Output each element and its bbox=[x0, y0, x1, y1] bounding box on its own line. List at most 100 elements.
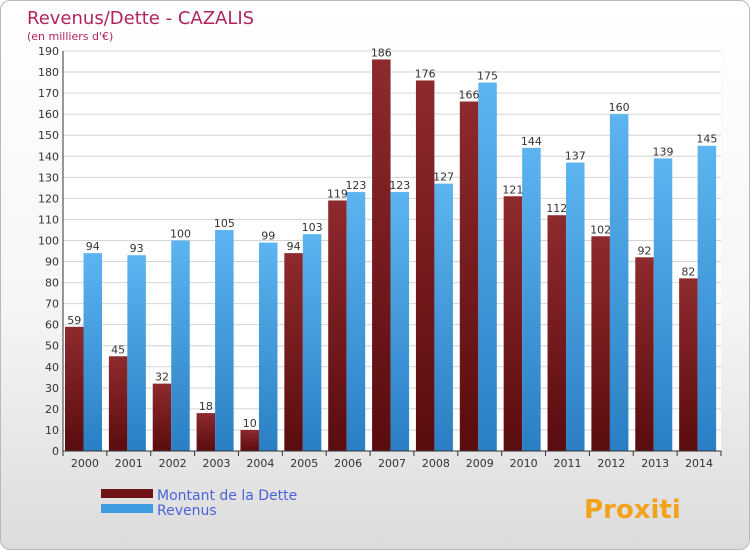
data-label-dette: 186 bbox=[371, 46, 392, 59]
data-label-revenus: 93 bbox=[130, 242, 144, 255]
data-label-revenus: 144 bbox=[521, 135, 542, 148]
y-tick-label: 0 bbox=[52, 445, 59, 458]
legend-swatch-debt bbox=[101, 489, 153, 498]
y-tick-label: 10 bbox=[45, 424, 59, 437]
x-tick-label: 2011 bbox=[553, 457, 581, 470]
data-label-dette: 82 bbox=[681, 265, 695, 278]
logo-text: Proxiti bbox=[584, 495, 681, 525]
bar-revenus bbox=[609, 114, 629, 451]
x-tick-label: 2007 bbox=[378, 457, 406, 470]
data-labels: 5994459332100181051099941031191231861231… bbox=[67, 46, 717, 430]
x-tick-label: 2009 bbox=[466, 457, 494, 470]
bar-revenus bbox=[171, 240, 190, 451]
x-tick-label: 2004 bbox=[246, 457, 274, 470]
data-label-dette: 10 bbox=[243, 417, 257, 430]
legend-label-revenus: Revenus bbox=[157, 503, 217, 519]
bar-revenus bbox=[346, 192, 366, 452]
y-tick-label: 120 bbox=[38, 192, 59, 205]
data-label-revenus: 127 bbox=[433, 171, 454, 184]
x-tick-label: 2002 bbox=[159, 457, 187, 470]
y-tick-label: 20 bbox=[45, 403, 59, 416]
y-tick-label: 170 bbox=[38, 87, 59, 100]
y-tick-label: 130 bbox=[38, 171, 59, 184]
y-tick-label: 110 bbox=[38, 213, 59, 226]
data-label-revenus: 145 bbox=[696, 133, 717, 146]
bars bbox=[65, 59, 717, 452]
y-tick-label: 150 bbox=[38, 129, 59, 142]
data-label-revenus: 139 bbox=[653, 145, 674, 158]
bar-dette bbox=[240, 429, 259, 451]
x-tick-label: 2014 bbox=[685, 457, 713, 470]
axes: 0 10 20 30 40 50 60 70 80 90 100 110 120 130 140 150 160… bbox=[38, 45, 722, 470]
data-label-revenus: 123 bbox=[345, 179, 366, 192]
x-tick-label: 2001 bbox=[115, 457, 143, 470]
data-label-revenus: 94 bbox=[86, 240, 100, 253]
data-label-revenus: 123 bbox=[389, 179, 410, 192]
data-label-revenus: 137 bbox=[565, 150, 586, 163]
x-tick-label: 2013 bbox=[641, 457, 669, 470]
y-tick-label: 60 bbox=[45, 319, 59, 332]
y-tick-label: 140 bbox=[38, 150, 59, 163]
data-label-dette: 18 bbox=[199, 400, 213, 413]
data-label-revenus: 103 bbox=[302, 221, 323, 234]
legend-label-debt: Montant de la Dette bbox=[157, 488, 297, 504]
data-label-revenus: 100 bbox=[170, 227, 191, 240]
bar-revenus bbox=[215, 229, 234, 451]
data-label-revenus: 160 bbox=[609, 101, 630, 114]
bar-dette bbox=[196, 413, 216, 451]
y-tick-label: 160 bbox=[38, 108, 59, 121]
bar-dette bbox=[679, 278, 698, 451]
bar-dette bbox=[591, 236, 610, 451]
y-tick-label: 40 bbox=[45, 361, 59, 374]
bar-dette bbox=[415, 80, 435, 451]
bar-revenus bbox=[302, 234, 322, 451]
bar-dette bbox=[635, 257, 654, 451]
bar-revenus bbox=[127, 255, 146, 451]
y-tick-label: 50 bbox=[45, 340, 59, 353]
data-label-revenus: 175 bbox=[477, 70, 498, 83]
y-tick-label: 180 bbox=[38, 66, 59, 79]
y-tick-label: 80 bbox=[45, 277, 59, 290]
bar-revenus bbox=[522, 147, 541, 451]
data-label-dette: 119 bbox=[327, 187, 348, 200]
bar-revenus bbox=[83, 253, 102, 451]
bar-revenus bbox=[653, 158, 673, 452]
data-label-dette: 59 bbox=[67, 314, 81, 327]
data-label-dette: 32 bbox=[155, 371, 169, 384]
x-tick-label: 2010 bbox=[510, 457, 538, 470]
bar-dette bbox=[152, 383, 172, 451]
y-tick-label: 190 bbox=[38, 45, 59, 58]
y-tick-label: 70 bbox=[45, 298, 59, 311]
y-tick-label: 100 bbox=[38, 234, 59, 247]
data-label-dette: 45 bbox=[111, 343, 125, 356]
bar-dette bbox=[547, 215, 567, 451]
proxiti-logo: Proxiti bbox=[584, 495, 681, 525]
data-label-dette: 176 bbox=[415, 67, 436, 80]
data-label-dette: 112 bbox=[546, 202, 567, 215]
bar-dette bbox=[328, 200, 347, 451]
bar-dette bbox=[459, 101, 479, 452]
bar-revenus bbox=[258, 242, 278, 451]
data-label-dette: 92 bbox=[638, 244, 652, 257]
x-tick-label: 2005 bbox=[290, 457, 318, 470]
x-tick-label: 2000 bbox=[71, 457, 99, 470]
data-label-dette: 102 bbox=[590, 223, 611, 236]
data-label-revenus: 105 bbox=[214, 217, 235, 230]
data-label-dette: 121 bbox=[502, 183, 523, 196]
bar-revenus bbox=[390, 192, 410, 452]
data-label-revenus: 99 bbox=[261, 230, 275, 243]
data-label-dette: 166 bbox=[459, 89, 480, 102]
chart-subtitle: (en milliers d'€) bbox=[27, 30, 113, 43]
bar-dette bbox=[284, 253, 303, 451]
x-tick-label: 2006 bbox=[334, 457, 362, 470]
legend-swatch-revenus bbox=[101, 504, 153, 513]
y-tick-label: 90 bbox=[45, 256, 59, 269]
bar-dette bbox=[108, 356, 128, 451]
bar-dette bbox=[65, 326, 84, 451]
chart-title: Revenus/Dette - CAZALIS bbox=[27, 8, 254, 29]
y-tick-label: 30 bbox=[45, 382, 59, 395]
bar-revenus bbox=[566, 162, 585, 451]
x-tick-label: 2012 bbox=[597, 457, 625, 470]
x-tick-label: 2008 bbox=[422, 457, 450, 470]
